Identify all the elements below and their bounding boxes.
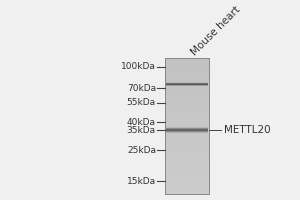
Text: 15kDa: 15kDa [127, 177, 156, 186]
Text: 70kDa: 70kDa [127, 84, 156, 93]
Text: 55kDa: 55kDa [127, 98, 156, 107]
Text: Mouse heart: Mouse heart [190, 4, 243, 57]
Text: 40kDa: 40kDa [127, 118, 156, 127]
Text: METTL20: METTL20 [224, 125, 270, 135]
Text: 35kDa: 35kDa [127, 126, 156, 135]
Text: 25kDa: 25kDa [127, 146, 156, 155]
Text: 100kDa: 100kDa [121, 62, 156, 71]
